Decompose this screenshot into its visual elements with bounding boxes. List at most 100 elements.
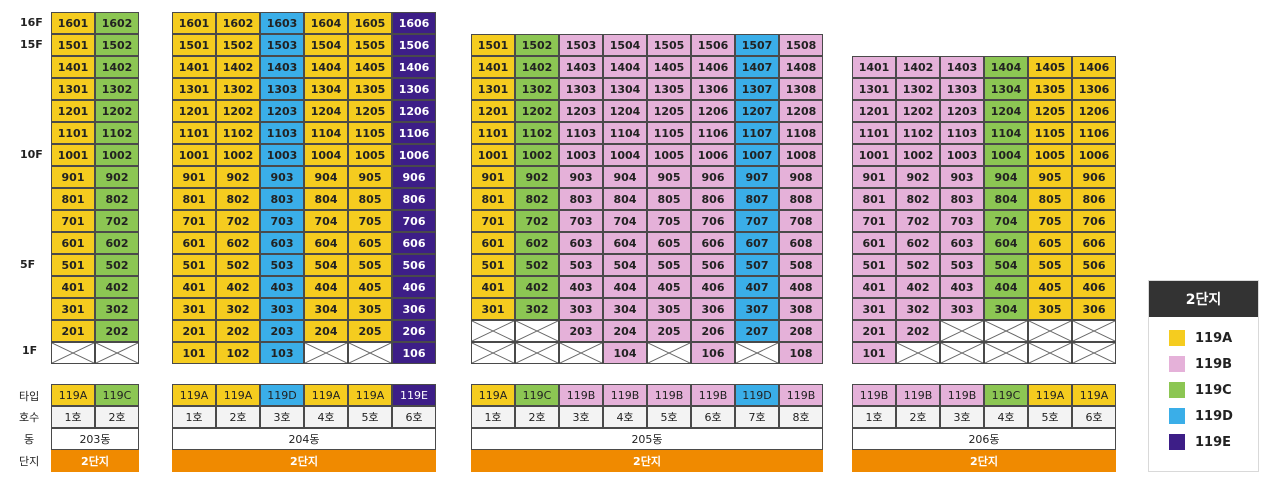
unit-cell: 1301: [51, 78, 95, 100]
type-cell: 119A: [471, 384, 515, 406]
unit-cell: 801: [51, 188, 95, 210]
unit-cell: 1002: [95, 144, 139, 166]
unit-cell: 1108: [779, 122, 823, 144]
type-cell: 119D: [735, 384, 779, 406]
unit-cell: 901: [51, 166, 95, 188]
unit-cell: 902: [896, 166, 940, 188]
unit-cell: 503: [260, 254, 304, 276]
empty-unit-cell: [735, 342, 779, 364]
unit-cell: 1306: [392, 78, 436, 100]
empty-unit-cell: [984, 320, 1028, 342]
unit-cell: 906: [392, 166, 436, 188]
unit-cell: 306: [392, 298, 436, 320]
unit-cell: 108: [779, 342, 823, 364]
empty-unit-cell: [1028, 320, 1072, 342]
unit-cell: 1501: [51, 34, 95, 56]
unit-cell: 606: [1072, 232, 1116, 254]
unit-cell: 601: [172, 232, 216, 254]
unit-cell: 505: [1028, 254, 1072, 276]
unit-cell: 802: [515, 188, 559, 210]
unit-cell: 308: [779, 298, 823, 320]
unit-cell: 1005: [1028, 144, 1072, 166]
unit-cell: 301: [852, 298, 896, 320]
unit-cell: 201: [51, 320, 95, 342]
unit-cell: 404: [984, 276, 1028, 298]
empty-unit-cell: [348, 342, 392, 364]
ho-cell: 1호: [51, 406, 95, 428]
unit-cell: 1101: [852, 122, 896, 144]
unit-cell: 305: [348, 298, 392, 320]
row-label-ho: 호수: [19, 411, 40, 424]
unit-cell: 402: [515, 276, 559, 298]
unit-cell: 101: [852, 342, 896, 364]
unit-cell: 1105: [647, 122, 691, 144]
ho-cell: 2호: [216, 406, 260, 428]
unit-cell: 306: [1072, 298, 1116, 320]
unit-cell: 1205: [1028, 100, 1072, 122]
type-cell: 119B: [691, 384, 735, 406]
unit-cell: 1007: [735, 144, 779, 166]
unit-cell: 305: [1028, 298, 1072, 320]
unit-cell: 702: [95, 210, 139, 232]
unit-cell: 101: [172, 342, 216, 364]
unit-cell: 1204: [984, 100, 1028, 122]
unit-cell: 606: [691, 232, 735, 254]
unit-cell: 507: [735, 254, 779, 276]
unit-cell: 605: [1028, 232, 1072, 254]
legend-label-119e: 119E: [1195, 434, 1232, 450]
ho-cell: 2호: [95, 406, 139, 428]
unit-cell: 607: [735, 232, 779, 254]
unit-cell: 604: [304, 232, 348, 254]
unit-cell: 506: [1072, 254, 1116, 276]
unit-cell: 204: [603, 320, 647, 342]
row-label-dong: 동: [24, 433, 35, 446]
unit-cell: 306: [691, 298, 735, 320]
unit-cell: 1402: [95, 56, 139, 78]
unit-cell: 1101: [471, 122, 515, 144]
type-cell: 119B: [940, 384, 984, 406]
unit-cell: 1201: [51, 100, 95, 122]
unit-cell: 702: [216, 210, 260, 232]
type-cell: 119C: [984, 384, 1028, 406]
unit-cell: 701: [852, 210, 896, 232]
unit-cell: 703: [559, 210, 603, 232]
unit-cell: 401: [51, 276, 95, 298]
unit-cell: 701: [51, 210, 95, 232]
unit-cell: 602: [896, 232, 940, 254]
unit-cell: 1005: [647, 144, 691, 166]
unit-cell: 1505: [348, 34, 392, 56]
unit-cell: 401: [852, 276, 896, 298]
unit-cell: 1601: [172, 12, 216, 34]
ho-cell: 5호: [647, 406, 691, 428]
type-cell: 119A: [348, 384, 392, 406]
unit-cell: 104: [603, 342, 647, 364]
unit-cell: 407: [735, 276, 779, 298]
unit-cell: 1306: [691, 78, 735, 100]
legend-swatch-119b: [1169, 356, 1185, 372]
unit-cell: 1605: [348, 12, 392, 34]
unit-cell: 604: [984, 232, 1028, 254]
unit-cell: 205: [647, 320, 691, 342]
type-cell: 119A: [51, 384, 95, 406]
unit-cell: 1401: [852, 56, 896, 78]
unit-cell: 705: [647, 210, 691, 232]
unit-cell: 1404: [603, 56, 647, 78]
unit-cell: 605: [647, 232, 691, 254]
unit-cell: 1305: [1028, 78, 1072, 100]
unit-cell: 803: [559, 188, 603, 210]
unit-cell: 506: [691, 254, 735, 276]
unit-cell: 1206: [392, 100, 436, 122]
legend-swatch-119d: [1169, 408, 1185, 424]
unit-cell: 1402: [515, 56, 559, 78]
floor-label-10f: 10F: [20, 148, 43, 161]
unit-cell: 805: [348, 188, 392, 210]
unit-cell: 901: [852, 166, 896, 188]
danji-cell: 2단지: [852, 450, 1116, 472]
type-cell: 119B: [896, 384, 940, 406]
unit-cell: 905: [348, 166, 392, 188]
unit-cell: 1505: [647, 34, 691, 56]
unit-cell: 1105: [348, 122, 392, 144]
unit-cell: 902: [216, 166, 260, 188]
type-cell: 119B: [603, 384, 647, 406]
